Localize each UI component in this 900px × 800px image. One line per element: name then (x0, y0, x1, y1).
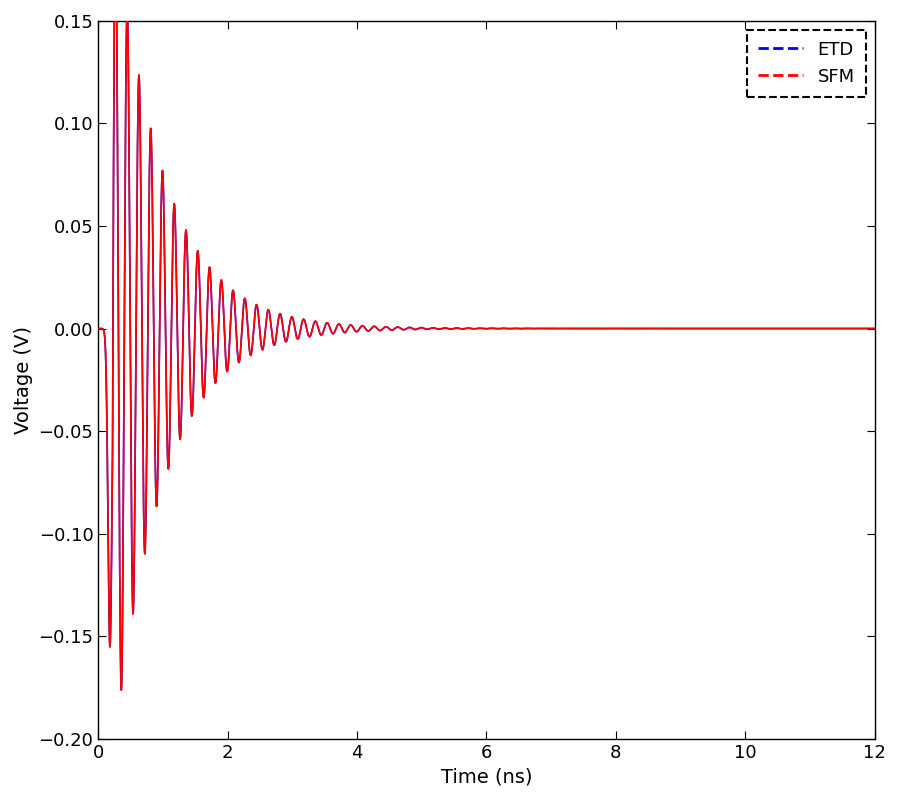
Y-axis label: Voltage (V): Voltage (V) (14, 326, 33, 434)
X-axis label: Time (ns): Time (ns) (441, 767, 532, 786)
Legend: ETD, SFM: ETD, SFM (747, 30, 866, 97)
